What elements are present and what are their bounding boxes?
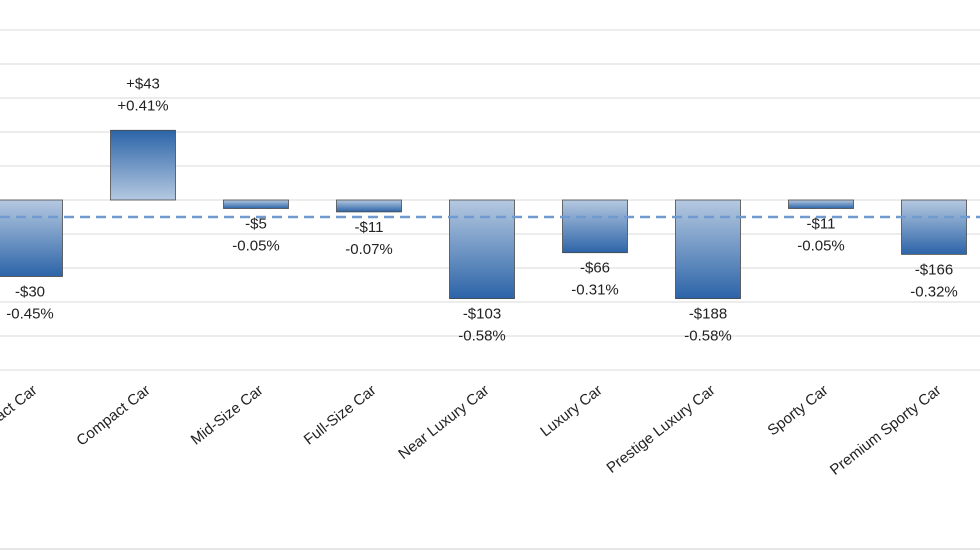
bar	[110, 129, 176, 201]
dollar-label: -$11	[807, 216, 836, 233]
dollar-label: -$11	[355, 219, 384, 236]
x-tick-label: Sporty Car	[764, 382, 831, 440]
value-label: -0.58%	[458, 328, 506, 345]
bar	[449, 199, 515, 299]
x-tick-label: Prestige Luxury Car	[604, 382, 719, 477]
dollar-label: -$103	[463, 306, 501, 323]
value-label: -0.32%	[910, 283, 958, 300]
dollar-label: +$43	[126, 75, 160, 92]
x-tick-label: Premium Sporty Car	[827, 382, 945, 479]
x-tick-label: Near Luxury Car	[395, 382, 492, 463]
x-tick-label: Full-Size Car	[301, 382, 380, 449]
value-label: -0.07%	[345, 241, 393, 258]
bar	[0, 199, 63, 277]
value-label: -0.05%	[232, 238, 280, 255]
x-tick-label: Compact Car	[73, 382, 153, 450]
bar	[562, 199, 628, 254]
value-label: -0.45%	[6, 306, 54, 323]
x-tick-label: Subcompact Car	[0, 382, 40, 464]
value-label: -0.05%	[797, 238, 845, 255]
value-label: +0.41%	[117, 97, 168, 114]
bar	[788, 199, 854, 209]
x-tick-label: Mid-Size Car	[188, 382, 267, 449]
value-label: -0.31%	[571, 282, 619, 299]
dollar-label: -$188	[689, 306, 727, 323]
dollar-label: -$66	[580, 260, 610, 277]
bar	[336, 199, 402, 213]
bar	[675, 199, 741, 299]
dollar-label: -$5	[245, 216, 267, 233]
x-tick-label: Luxury Car	[537, 382, 605, 441]
dollar-label: -$166	[915, 261, 953, 278]
bar	[223, 199, 289, 209]
dollar-label: -$30	[15, 284, 45, 301]
value-label: -0.58%	[684, 328, 732, 345]
bar	[901, 199, 967, 255]
